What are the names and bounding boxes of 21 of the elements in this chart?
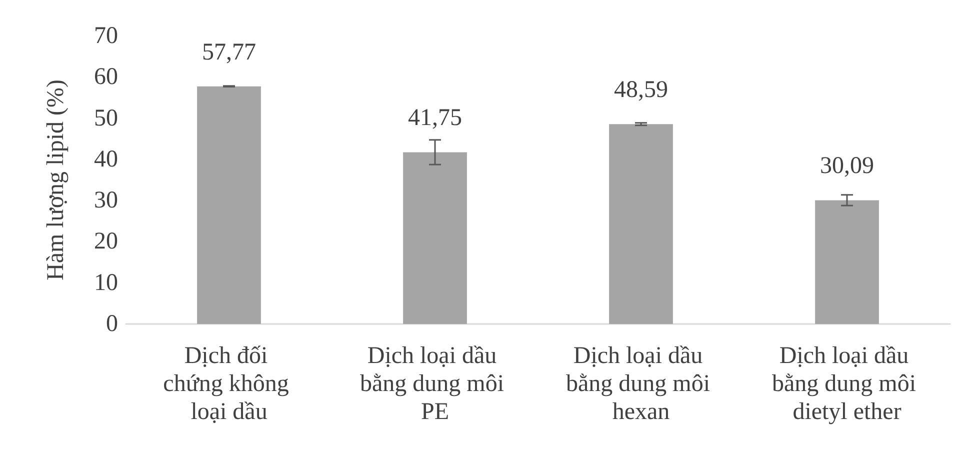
- bar: [197, 86, 261, 324]
- y-tick-label: 40: [94, 146, 118, 172]
- x-tick-label: Dịch loại dầu bằng dung môi PE: [360, 343, 510, 425]
- data-label: 30,09: [820, 153, 874, 180]
- x-tick-label: Dịch đối chứng không loại dầu: [163, 343, 295, 425]
- x-tick-label: Dịch loại dầu bằng dung môi dietyl ether: [772, 343, 922, 425]
- bar: [609, 124, 673, 324]
- x-tick-label: Dịch loại dầu bằng dung môi hexan: [566, 343, 716, 425]
- y-tick-label: 10: [94, 270, 118, 296]
- y-axis-title: Hàm lượng lipid (%): [43, 80, 69, 280]
- y-tick-label: 30: [94, 188, 118, 214]
- y-tick-label: 70: [94, 23, 118, 49]
- y-tick-label: 0: [106, 311, 118, 337]
- y-tick-label: 20: [94, 228, 118, 255]
- data-label: 41,75: [408, 105, 462, 132]
- y-tick-label: 50: [94, 105, 118, 132]
- data-label: 57,77: [202, 39, 256, 66]
- bar: [815, 200, 879, 324]
- data-label: 48,59: [614, 77, 668, 104]
- y-tick-label: 60: [94, 64, 118, 90]
- bar: [403, 152, 467, 324]
